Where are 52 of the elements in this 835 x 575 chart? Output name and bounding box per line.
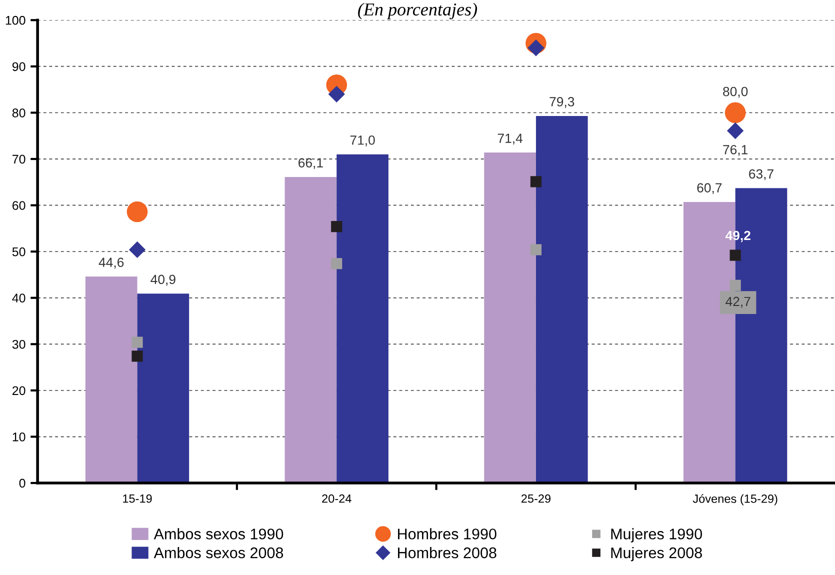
point [730,280,741,291]
y-tick-label: 0 [19,478,26,488]
data-label: 63,7 [749,169,774,180]
bar [85,276,138,483]
y-tick-label: 10 [12,432,26,442]
chart-subtitle: (En porcentajes) [358,2,478,20]
x-tick-label: Jóvenes (15-29) [692,494,778,506]
y-tick-label: 40 [12,294,26,302]
legend-label: Ambos sexos 2008 [154,547,284,558]
point [724,102,746,124]
point [128,241,146,258]
point [530,244,542,256]
y-tick-label: 80 [12,108,26,118]
data-label: 71,4 [498,134,523,145]
point [530,176,542,188]
point [331,258,342,270]
point [132,336,143,348]
legend-label: Hombres 2008 [398,547,496,558]
y-tick-label: 90 [12,62,26,72]
data-label: 79,3 [550,97,574,108]
bar [484,152,536,483]
data-label: 42,7 [726,296,750,308]
legend-label: Mujeres 2008 [611,547,702,562]
x-tick-label: 20-24 [322,494,352,503]
bar [137,294,190,483]
point [132,350,143,362]
y-tick-label: 20 [12,386,26,396]
bar [336,154,388,483]
y-tick-label: 50 [12,247,26,256]
bar [536,116,588,483]
x-tick-label: 25-29 [521,494,551,503]
data-label: 40,9 [150,274,176,286]
data-label: 44,6 [98,258,124,269]
data-label: 71,0 [350,135,375,146]
data-label: 80,0 [723,86,748,98]
bar [284,177,337,483]
legend-label: Ambos sexos 1990 [154,528,284,540]
data-label: 60,7 [697,183,722,194]
x-tick-label: 15-19 [123,494,152,503]
point [331,221,342,232]
point [730,250,741,261]
legend-label: Mujeres 1990 [611,528,702,542]
legend-label: Hombres 1990 [398,528,496,540]
data-label: 66,1 [298,158,323,170]
point [726,122,744,140]
point [328,86,345,103]
y-tick-label: 70 [12,154,26,164]
data-label: 76,1 [723,144,748,156]
y-tick-label: 100 [6,16,26,25]
y-tick-label: 30 [12,340,26,349]
point [126,201,148,222]
y-tick-label: 60 [12,201,26,210]
